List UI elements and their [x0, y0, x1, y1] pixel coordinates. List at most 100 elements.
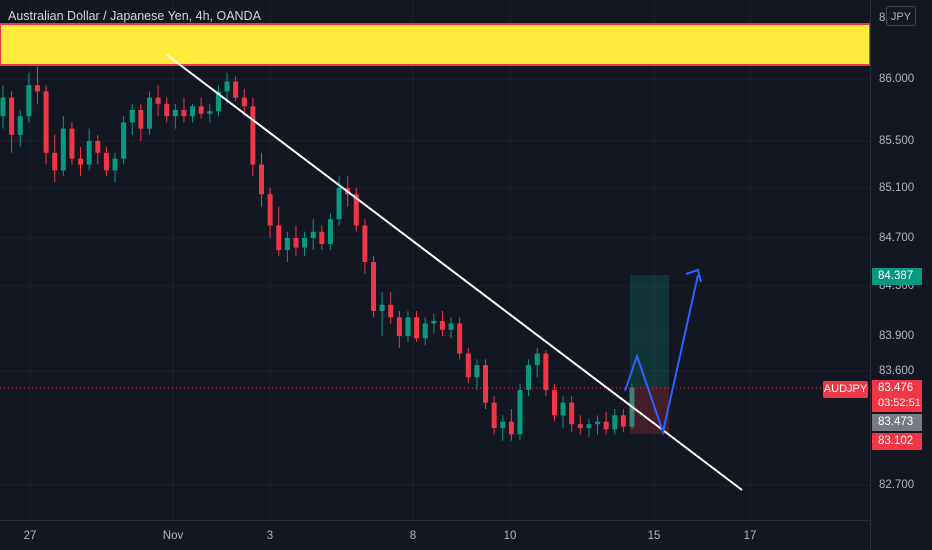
candle-body — [371, 262, 377, 311]
candle-body — [302, 238, 308, 248]
candle-body — [586, 424, 592, 428]
target-price-tag: 84.387 — [872, 268, 922, 285]
price-label: 84.700 — [879, 232, 915, 244]
time-label: 27 — [23, 530, 37, 542]
candle-body — [500, 421, 506, 428]
candle-body — [0, 97, 6, 117]
candle-body — [560, 402, 566, 416]
candle-body — [190, 106, 196, 117]
symbol-tag: AUDJPY — [823, 381, 868, 398]
candle-body — [129, 110, 135, 123]
bar-countdown: 03:52:51 — [878, 397, 921, 409]
price-chart[interactable] — [0, 0, 870, 520]
price-label: 85.100 — [879, 182, 915, 194]
candle-body — [276, 225, 282, 250]
candle-body — [233, 81, 239, 98]
price-label: 83.600 — [879, 365, 915, 377]
candle-body — [224, 81, 230, 92]
candle-body — [422, 323, 428, 339]
candle-body — [86, 141, 92, 165]
projected-path-arrowhead — [685, 268, 702, 283]
candle-body — [9, 97, 15, 135]
candle-body — [388, 304, 394, 318]
candle-body — [543, 353, 549, 390]
price-label: 85.500 — [879, 135, 915, 147]
candle-body — [146, 97, 152, 129]
candle-body — [517, 390, 523, 435]
time-scale[interactable]: 27 Nov 3 8 10 15 17 — [0, 520, 870, 550]
price-label: 86.000 — [879, 73, 915, 85]
candle-body — [155, 97, 161, 104]
long-position-profit-zone[interactable] — [630, 275, 669, 388]
time-label: 15 — [647, 530, 661, 542]
candle-body — [414, 317, 420, 339]
candle-body — [465, 353, 471, 378]
time-label: 10 — [503, 530, 517, 542]
resistance-zone[interactable] — [0, 23, 870, 66]
price-label: 82.700 — [879, 479, 915, 491]
candle-body — [284, 238, 290, 250]
time-label: 8 — [409, 530, 417, 542]
candle-body — [379, 304, 385, 311]
candle-body — [577, 424, 583, 428]
candle-body — [508, 421, 514, 435]
candle-body — [17, 116, 23, 135]
candle-body — [26, 85, 32, 117]
candle-body — [207, 111, 213, 114]
candle-body — [396, 317, 402, 336]
candle-body — [121, 122, 127, 159]
candle-body — [112, 158, 118, 171]
candle-body — [138, 110, 144, 129]
current-price-tag: 83.476 03:52:51 — [872, 380, 922, 412]
trendline[interactable] — [166, 54, 743, 491]
candle-body — [620, 415, 626, 427]
projected-path[interactable] — [624, 274, 699, 436]
candle-body — [181, 110, 187, 117]
candle-body — [483, 365, 489, 403]
candle-body — [267, 194, 273, 226]
candle-body — [595, 421, 601, 425]
candle-body — [258, 164, 264, 195]
candle-body — [491, 402, 497, 428]
candle-body — [172, 110, 178, 117]
candle-body — [34, 85, 40, 92]
candle-body — [164, 103, 170, 117]
candle-body — [362, 225, 368, 262]
candle-body — [353, 194, 359, 226]
candle-body — [327, 219, 333, 244]
current-price-value: 83.476 — [878, 382, 914, 394]
candle-body — [431, 321, 437, 324]
candle-body — [612, 415, 618, 430]
time-label: 3 — [266, 530, 274, 542]
candle-body — [551, 390, 557, 416]
candle-body — [250, 106, 256, 165]
candle-body — [52, 152, 58, 171]
time-label: Nov — [162, 530, 184, 542]
candle-body — [526, 365, 532, 390]
candle-body — [78, 158, 84, 165]
time-label: 17 — [743, 530, 757, 542]
candle-body — [534, 353, 540, 366]
chart-title: Australian Dollar / Japanese Yen, 4h, OA… — [8, 9, 261, 23]
candle-body — [569, 402, 575, 425]
candle-body — [43, 91, 49, 153]
candle-body — [448, 323, 454, 330]
candle-body — [439, 321, 445, 330]
candle-body — [457, 323, 463, 354]
candle-body — [103, 152, 109, 171]
candle-body — [95, 141, 101, 153]
candle-body — [293, 238, 299, 248]
candle-body — [241, 97, 247, 107]
currency-button[interactable]: JPY — [886, 6, 916, 26]
entry-price-tag: 83.473 — [872, 414, 922, 431]
candle-body — [60, 128, 66, 171]
candle-body — [603, 421, 609, 430]
candle-body — [336, 188, 342, 220]
candle-body — [319, 231, 325, 244]
candle-body — [215, 91, 221, 112]
candle-body — [474, 365, 480, 378]
candle-body — [69, 128, 75, 159]
chart-grid — [0, 0, 870, 520]
candle-body — [310, 231, 316, 238]
candle-body — [405, 317, 411, 336]
